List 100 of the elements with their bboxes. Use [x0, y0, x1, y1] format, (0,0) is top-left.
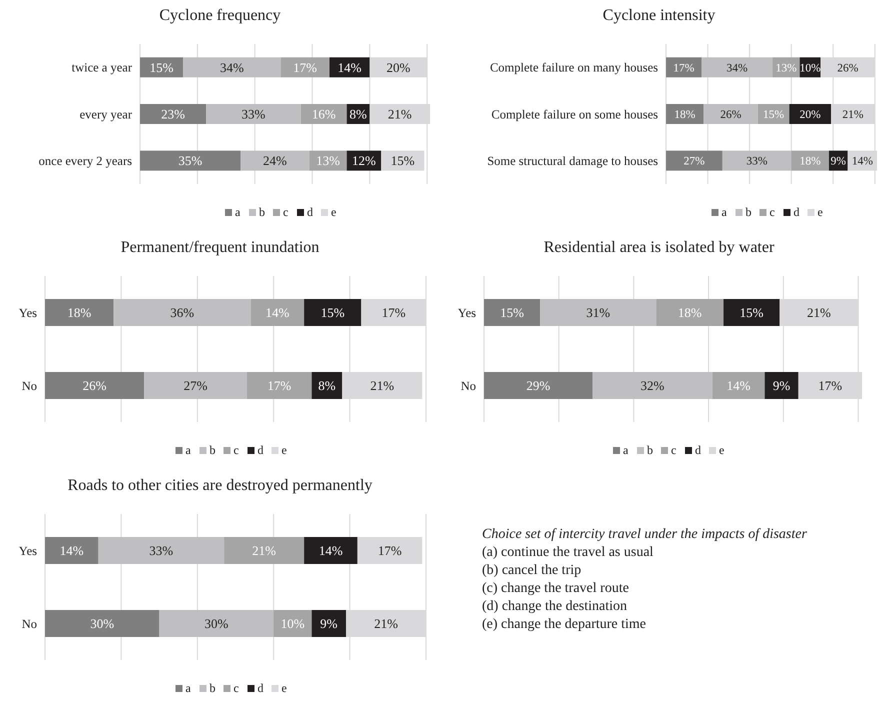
legend-label: a	[186, 681, 192, 695]
data-label: 32%	[640, 378, 664, 394]
data-label: 16%	[312, 106, 336, 122]
chart-title: Permanent/frequent inundation	[120, 239, 320, 256]
data-label: 17%	[267, 378, 292, 394]
data-label: 13%	[316, 153, 340, 168]
data-label: 33%	[149, 543, 174, 558]
bar	[304, 299, 362, 326]
data-label: 18%	[800, 156, 822, 168]
data-label: 9%	[772, 378, 790, 394]
data-label: 21%	[370, 378, 394, 394]
bar	[656, 299, 724, 326]
y-tick-label: No	[22, 616, 37, 631]
chart-title: Residential area is isolated by water	[544, 239, 775, 256]
legend-label: e	[719, 443, 724, 457]
bar	[764, 372, 798, 399]
legend-label: a	[722, 205, 728, 219]
data-label: 10%	[280, 616, 305, 632]
data-label: 36%	[170, 305, 194, 320]
data-label: 17%	[818, 378, 842, 394]
data-label: 9%	[320, 616, 338, 632]
bar	[114, 299, 251, 326]
bar	[246, 372, 312, 399]
bar	[712, 372, 765, 399]
data-label: 14%	[338, 60, 362, 75]
y-tick-label: Some structural damage to houses	[487, 154, 658, 168]
text: (c) change the travel route	[482, 581, 629, 596]
text: (e) change the departure time	[482, 617, 646, 632]
y-tick-label: Complete failure on many houses	[490, 60, 658, 75]
bar	[724, 299, 780, 326]
bar	[45, 537, 98, 564]
data-label: 26%	[837, 62, 859, 74]
data-label: 15%	[500, 305, 524, 320]
y-tick-label: every year	[80, 107, 133, 122]
data-label: 21%	[252, 543, 276, 558]
bar	[206, 104, 301, 124]
bar	[304, 537, 358, 564]
text: (d) change the destination	[482, 599, 628, 614]
legend-label: a	[186, 443, 192, 457]
data-label: 14%	[60, 543, 84, 558]
legend-label: d	[307, 205, 313, 219]
bar	[98, 537, 224, 564]
bar	[159, 610, 274, 637]
data-label: 20%	[800, 109, 822, 122]
y-tick-label: No	[22, 378, 37, 393]
legend-label: d	[258, 681, 264, 695]
bar	[144, 372, 247, 399]
data-label: 33%	[241, 106, 266, 122]
data-label: 20%	[386, 60, 410, 75]
legend-label: d	[695, 443, 701, 457]
data-label: 35%	[178, 153, 202, 168]
legend-label: c	[283, 205, 288, 219]
data-label: 12%	[352, 153, 376, 168]
data-label: 18%	[678, 305, 702, 320]
data-label: 15%	[390, 153, 415, 168]
bar	[484, 299, 540, 326]
chart-title: Roads to other cities are destroyed permanently	[68, 477, 372, 494]
data-label: 33%	[746, 156, 768, 168]
y-tick-label: once every 2 years	[38, 154, 132, 168]
legend-label: b	[647, 443, 653, 457]
data-label: 17%	[293, 60, 318, 75]
data-label: 31%	[586, 305, 610, 320]
legend-label: c	[671, 443, 676, 457]
legend-label: e	[282, 681, 287, 695]
bar	[250, 299, 304, 326]
bar	[140, 150, 240, 171]
bar	[484, 372, 593, 399]
data-label: 13%	[776, 62, 798, 74]
data-label: 30%	[90, 616, 114, 632]
legend-label: e	[331, 205, 336, 219]
text: (b) cancel the trip	[482, 563, 582, 578]
bar	[592, 372, 712, 399]
legend-label: c	[770, 205, 775, 219]
data-label: 26%	[720, 109, 742, 122]
data-label: 34%	[220, 60, 244, 75]
data-label: 30%	[204, 616, 229, 632]
legend-label: b	[210, 681, 216, 695]
data-label: 18%	[67, 305, 92, 320]
data-label: 17%	[382, 305, 406, 320]
data-label: 14%	[852, 156, 874, 168]
legend-label: b	[210, 443, 216, 457]
legend-label: b	[746, 205, 752, 219]
bar	[722, 150, 792, 171]
bar	[702, 57, 773, 78]
bar	[704, 104, 758, 124]
legend-label: c	[234, 681, 239, 695]
data-label: 14%	[265, 305, 290, 320]
bar	[45, 299, 114, 326]
data-label: 27%	[684, 156, 706, 168]
bar	[312, 610, 346, 637]
bar	[45, 372, 144, 399]
bar	[183, 57, 281, 78]
legend-label: c	[234, 443, 239, 457]
bar	[381, 150, 424, 171]
text: (a) continue the travel as usual	[482, 545, 654, 560]
data-label: 15%	[740, 305, 764, 320]
chart-title: Cyclone intensity	[602, 7, 716, 24]
y-tick-label: twice a year	[72, 60, 133, 75]
bar	[140, 57, 184, 78]
legend-label: a	[235, 205, 241, 219]
